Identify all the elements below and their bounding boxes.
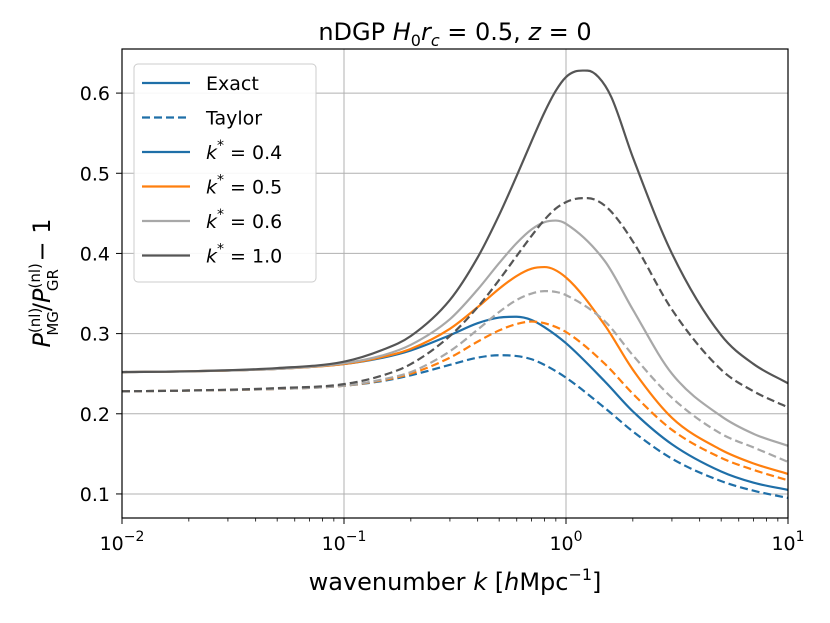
series-line <box>121 197 789 409</box>
series-line <box>121 290 789 463</box>
legend: Exact Taylor k* = 0.4 k* = 0.5 k* = 0.6 k* = … <box>133 63 317 283</box>
legend-label: Taylor <box>205 108 262 130</box>
legend-label: k* = 0.5 <box>206 173 282 199</box>
y-tick-label: 0.6 <box>80 83 110 105</box>
ticks: 0.1 0.2 0.3 0.4 0.5 0.6 10−2 10−1 100 101 <box>80 83 805 555</box>
chart-title: nDGP H0rc = 0.5, z = 0 <box>318 18 591 50</box>
x-tick-label: 10−1 <box>322 529 367 555</box>
series-line <box>121 219 789 447</box>
plot-frame <box>121 48 789 519</box>
y-tick-label: 0.4 <box>80 243 110 265</box>
x-axis-label: wavenumber k [hMpc−1] <box>309 565 602 596</box>
x-tick-label: 100 <box>549 529 582 555</box>
y-tick-label: 0.1 <box>80 484 110 506</box>
x-tick-label: 10−2 <box>100 529 145 555</box>
legend-label: Exact <box>206 73 259 95</box>
y-tick-label: 0.3 <box>80 324 110 346</box>
y-axis-label: P(nl)MG/P(nl)GR − 1 <box>26 218 62 347</box>
legend-label: k* = 1.0 <box>206 242 282 268</box>
series-line <box>121 69 789 385</box>
series-lines <box>121 69 789 500</box>
legend-label: k* = 0.6 <box>206 207 282 233</box>
y-tick-label: 0.2 <box>80 404 110 426</box>
legend-label: k* = 0.4 <box>206 138 282 164</box>
y-tick-label: 0.5 <box>80 163 110 185</box>
x-tick-label: 101 <box>771 529 804 555</box>
